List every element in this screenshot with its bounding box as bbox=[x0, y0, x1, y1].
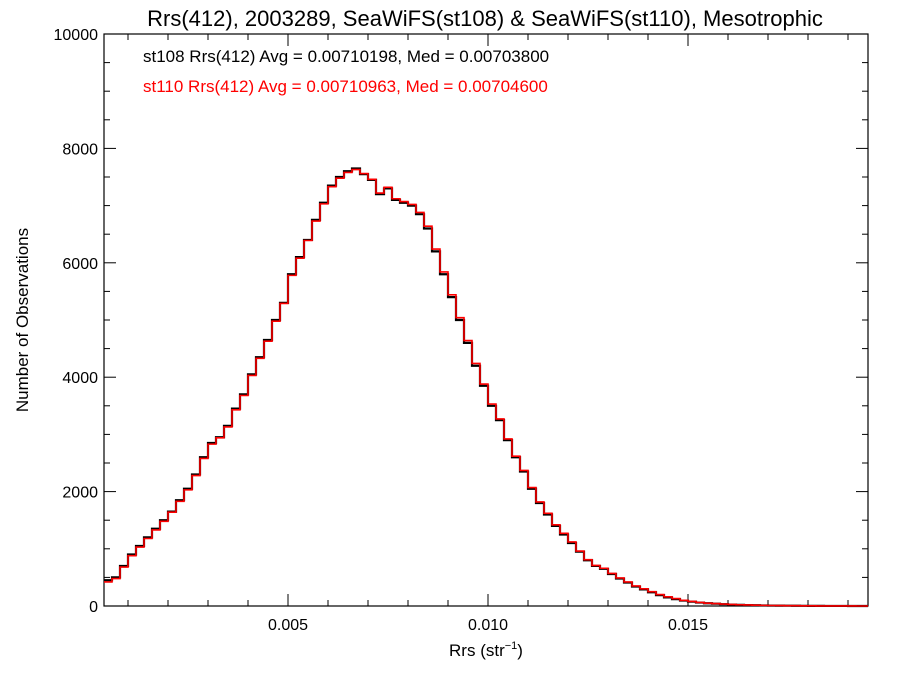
x-tick-label: 0.005 bbox=[268, 617, 308, 634]
annotation-st108: st108 Rrs(412) Avg = 0.00710198, Med = 0… bbox=[143, 47, 549, 66]
chart-title: Rrs(412), 2003289, SeaWiFS(st108) & SeaW… bbox=[147, 6, 823, 31]
y-tick-label: 8000 bbox=[62, 141, 98, 158]
series-st110-line bbox=[104, 168, 868, 607]
plot-frame bbox=[103, 33, 869, 607]
x-tick-label: 0.010 bbox=[468, 617, 508, 634]
x-tick-labels: 0.005 0.010 0.015 bbox=[268, 617, 708, 634]
y-tick-label: 0 bbox=[89, 599, 98, 616]
y-tick-labels: 0 2000 4000 6000 8000 10000 bbox=[54, 27, 99, 616]
y-tick-label: 2000 bbox=[62, 485, 98, 502]
axis-ticks bbox=[104, 33, 868, 607]
annotation-st110: st110 Rrs(412) Avg = 0.00710963, Med = 0… bbox=[143, 77, 548, 96]
x-axis-label: Rrs (str−1) bbox=[449, 640, 523, 660]
x-tick-label: 0.015 bbox=[668, 617, 708, 634]
y-tick-label: 6000 bbox=[62, 256, 98, 273]
series-group bbox=[104, 167, 868, 608]
series-st108-line bbox=[104, 167, 868, 608]
y-tick-label: 4000 bbox=[62, 370, 98, 387]
y-axis-label: Number of Observations bbox=[13, 228, 32, 412]
y-tick-label: 10000 bbox=[54, 27, 99, 44]
